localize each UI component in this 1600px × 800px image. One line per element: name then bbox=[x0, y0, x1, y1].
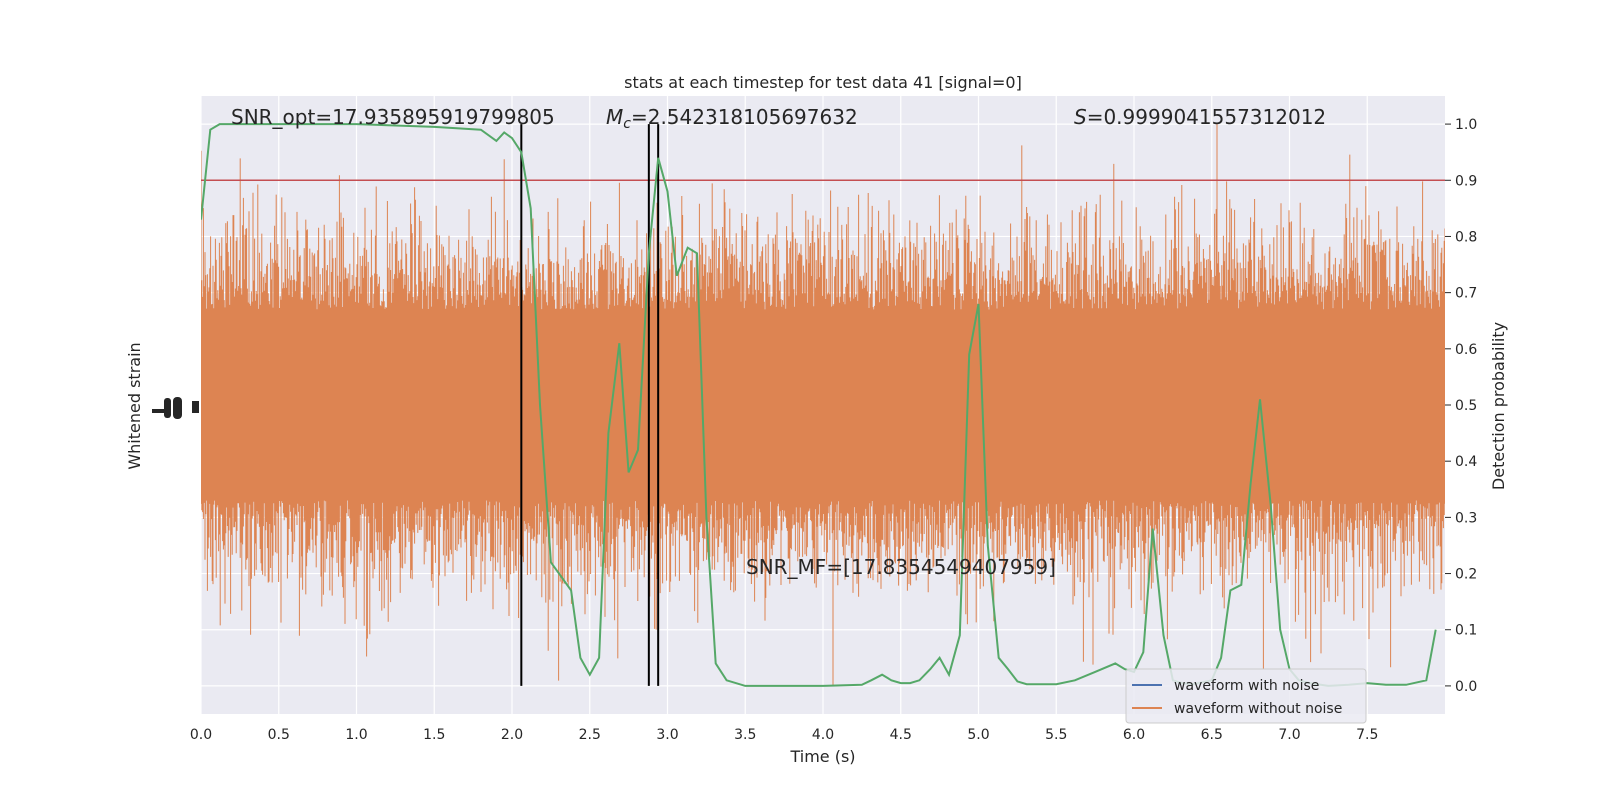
y-tick-label: 0.8 bbox=[1455, 229, 1477, 245]
y-tick-label: 0.9 bbox=[1455, 173, 1477, 189]
y-tick-label: 0.3 bbox=[1455, 510, 1477, 526]
x-axis-label: Time (s) bbox=[789, 747, 855, 766]
snr-mf-annotation: SNR_MF=[17.8354549407959] bbox=[746, 555, 1056, 579]
legend: waveform with noise waveform without noi… bbox=[1125, 668, 1367, 724]
x-tick-label: 3.0 bbox=[656, 727, 678, 743]
mc-value: =2.542318105697632 bbox=[631, 105, 858, 129]
s-annotation: S=0.9999041557312012 bbox=[1074, 105, 1326, 129]
snr-opt-annotation: SNR_opt=17.935895919799805 bbox=[231, 105, 555, 129]
s-value: =0.9999041557312012 bbox=[1087, 105, 1326, 129]
y-ticks-right: 0.0 0.1 0.2 0.3 0.4 0.5 0.6 0.7 0.8 0.9 1.0 bbox=[1445, 117, 1477, 695]
x-tick-label: 3.5 bbox=[734, 727, 756, 743]
x-tick-label: 2.0 bbox=[501, 727, 523, 743]
y-tick-label: 0.4 bbox=[1455, 454, 1477, 470]
mc-subscript: c bbox=[623, 116, 631, 132]
y-tick-label: 0.7 bbox=[1455, 286, 1477, 302]
x-tick-label: 6.5 bbox=[1201, 727, 1223, 743]
mc-symbol: M bbox=[606, 105, 623, 129]
legend-label-without-noise: waveform without noise bbox=[1174, 701, 1342, 717]
vertical-lines bbox=[520, 124, 660, 686]
x-tick-label: 5.0 bbox=[967, 727, 989, 743]
y-axis-label-right: Detection probability bbox=[1489, 322, 1508, 490]
y-tick-label: 0.5 bbox=[1455, 398, 1477, 414]
y-tick-label: 0.2 bbox=[1455, 567, 1477, 583]
chart-title: stats at each timestep for test data 41 … bbox=[624, 73, 1022, 92]
x-tick-label: 7.0 bbox=[1278, 727, 1300, 743]
x-ticks: 0.0 0.5 1.0 1.5 2.0 2.5 3.0 3.5 4.0 4.5 5.0 5.5 6.0 6… bbox=[190, 727, 1379, 743]
legend-label-with-noise: waveform with noise bbox=[1174, 678, 1319, 694]
x-tick-label: 0.0 bbox=[190, 727, 212, 743]
y-tick-label: 0.0 bbox=[1455, 679, 1477, 695]
x-tick-label: 4.5 bbox=[890, 727, 912, 743]
y-tick-label: 0.1 bbox=[1455, 623, 1477, 639]
x-tick-label: 4.0 bbox=[812, 727, 834, 743]
x-tick-label: 6.0 bbox=[1123, 727, 1145, 743]
x-tick-label: 1.5 bbox=[423, 727, 445, 743]
y-tick-label: 1.0 bbox=[1455, 117, 1477, 133]
strain-without-noise bbox=[201, 124, 1445, 686]
x-tick-label: 2.5 bbox=[579, 727, 601, 743]
x-tick-label: 7.5 bbox=[1356, 727, 1378, 743]
s-symbol: S bbox=[1074, 105, 1087, 129]
x-tick-label: 0.5 bbox=[268, 727, 290, 743]
mc-annotation: Mc=2.542318105697632 bbox=[606, 105, 858, 132]
strain-series bbox=[201, 124, 1445, 686]
x-tick-label: 5.5 bbox=[1045, 727, 1067, 743]
detection-probability-line bbox=[201, 123, 1437, 687]
y-tick-label: 0.6 bbox=[1455, 342, 1477, 358]
left-axis-glyphs bbox=[152, 397, 199, 419]
x-tick-label: 1.0 bbox=[345, 727, 367, 743]
legend-box bbox=[1125, 668, 1367, 724]
y-axis-label-left: Whitened strain bbox=[125, 342, 144, 469]
